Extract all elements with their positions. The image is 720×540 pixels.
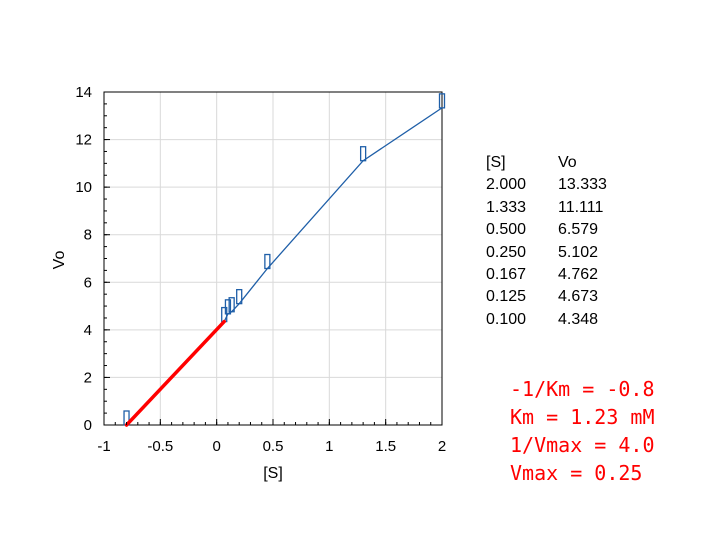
y-axis-title: Vo bbox=[51, 251, 68, 270]
x-tick-label: 1 bbox=[325, 438, 333, 455]
x-tick-label: 0.5 bbox=[263, 438, 284, 455]
data-point-marker bbox=[224, 299, 232, 315]
y-tick-label: 10 bbox=[75, 179, 92, 196]
table-cell: 4.762 bbox=[558, 266, 599, 284]
table-header-s: [S] bbox=[486, 154, 506, 171]
table-cell: 1.333 bbox=[486, 198, 527, 216]
x-tick-label: -0.5 bbox=[147, 438, 173, 455]
table-cell: 0.250 bbox=[486, 243, 527, 261]
result-box: -1/Km = -0.8 Km = 1.23 mM 1/Vmax = 4.0 V… bbox=[510, 375, 655, 487]
x-tick-label: -1 bbox=[97, 438, 110, 455]
x-axis-title: [S] bbox=[263, 465, 283, 482]
data-point-marker bbox=[236, 288, 243, 305]
table-column-s: [S] 2.000 1.333 0.500 0.250 0.167 0.125 … bbox=[486, 152, 526, 331]
y-tick-label: 2 bbox=[84, 369, 92, 386]
y-tick-label: 6 bbox=[84, 274, 92, 291]
result-line: Km = 1.23 mM bbox=[510, 405, 655, 429]
table-cell: 11.111 bbox=[558, 198, 604, 216]
result-line: 1/Vmax = 4.0 bbox=[510, 433, 655, 457]
series-layer bbox=[123, 93, 446, 427]
data-point-marker bbox=[359, 146, 367, 162]
extrapolation-line bbox=[124, 319, 226, 427]
table-cell: 6.579 bbox=[558, 221, 599, 239]
table-cell: 0.125 bbox=[486, 288, 527, 306]
table-cell: 2.000 bbox=[486, 176, 527, 194]
table-cell: 5.102 bbox=[558, 243, 599, 261]
x-tick-label: 0 bbox=[212, 438, 220, 455]
y-tick-label: 12 bbox=[75, 132, 92, 149]
table-cell: 0.100 bbox=[486, 310, 527, 328]
data-point-marker bbox=[228, 297, 235, 313]
table-cell: 4.348 bbox=[558, 310, 599, 328]
data-point-marker bbox=[438, 93, 446, 109]
y-tick-label: 8 bbox=[84, 227, 92, 244]
data-point-marker bbox=[264, 253, 271, 270]
table-column-vo: Vo 13.333 11.111 6.579 5.102 4.762 4.673… bbox=[558, 152, 607, 331]
table-cell: 0.167 bbox=[486, 266, 527, 284]
result-line: Vmax = 0.25 bbox=[510, 461, 643, 485]
y-tick-label: 14 bbox=[75, 84, 92, 101]
ticks: -1 -0.5 0 0.5 1 1.5 2 0 2 4 6 8 10 12 14 bbox=[75, 84, 446, 455]
table-header-vo: Vo bbox=[558, 154, 577, 171]
grid bbox=[103, 91, 443, 426]
y-tick-label: 4 bbox=[84, 322, 92, 339]
x-tick-label: 2 bbox=[438, 438, 446, 455]
result-line: -1/Km = -0.8 bbox=[510, 377, 655, 401]
y-tick-label: 0 bbox=[84, 417, 92, 434]
table-cell: 4.673 bbox=[558, 288, 599, 306]
table-cell: 13.333 bbox=[558, 176, 607, 194]
x-tick-label: 1.5 bbox=[375, 438, 396, 455]
table-cell: 0.500 bbox=[486, 221, 527, 239]
